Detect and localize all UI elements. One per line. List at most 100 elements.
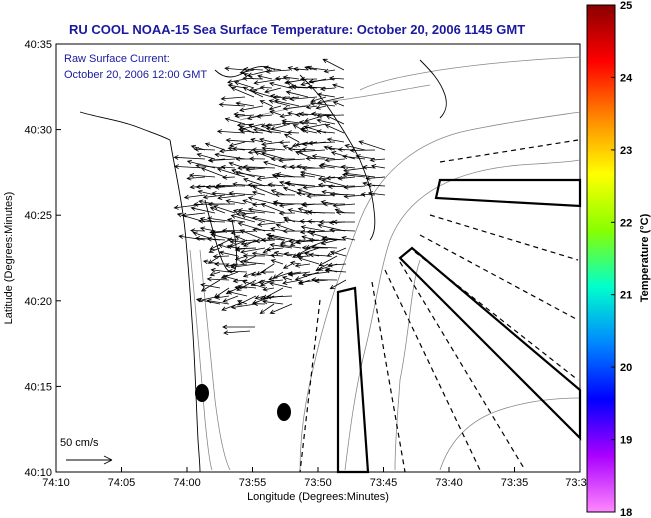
- current-vector: [220, 96, 246, 101]
- current-vector: [263, 65, 282, 71]
- current-vector: [243, 66, 264, 72]
- current-vector: [239, 105, 264, 113]
- current-vector: [242, 253, 266, 259]
- current-vector: [285, 181, 316, 187]
- current-vector: [237, 284, 257, 289]
- current-vector: [274, 76, 291, 81]
- current-vector: [365, 175, 386, 181]
- current-vector: [262, 299, 284, 305]
- current-vector: [326, 137, 345, 143]
- current-vector: [292, 124, 309, 134]
- current-vector: [195, 163, 226, 169]
- current-vector: [236, 299, 248, 305]
- current-vector: [301, 235, 316, 241]
- current-vector: [274, 192, 296, 198]
- current-vector: [315, 105, 327, 110]
- current-vector: [366, 182, 386, 188]
- current-annotation-line2: October 20, 2006 12:00 GMT: [64, 69, 207, 81]
- current-vector: [234, 246, 257, 252]
- current-vector: [316, 92, 336, 98]
- current-vector: [223, 330, 251, 336]
- current-vector: [214, 295, 230, 300]
- current-vector: [252, 127, 282, 134]
- current-vector: [306, 193, 336, 199]
- current-vector: [230, 263, 257, 270]
- current-vector: [266, 236, 284, 241]
- colorbar: 25 24 23 22 21 20 19 18 Temperature (°C): [586, 0, 651, 518]
- current-vector: [318, 219, 336, 225]
- current-vector: [228, 190, 256, 196]
- current-vector: [327, 184, 356, 190]
- current-vector: [332, 219, 356, 225]
- current-vector: [217, 194, 246, 201]
- current-vector: [268, 105, 282, 111]
- current-vector: [301, 271, 329, 278]
- current-vector: [309, 101, 336, 107]
- current-vector: [311, 277, 338, 283]
- current-vector: [209, 206, 226, 214]
- current-vector: [210, 267, 230, 273]
- current-vector: [267, 182, 286, 188]
- current-vector: [186, 175, 206, 181]
- current-vector: [183, 194, 206, 200]
- current-vector: [202, 194, 226, 200]
- current-vector: [239, 69, 255, 75]
- current-vector: [256, 113, 273, 119]
- current-vector: [306, 65, 327, 71]
- colorbar-tick: 24: [620, 72, 633, 84]
- current-vector: [324, 268, 347, 274]
- x-tick-label: 73:55: [239, 477, 267, 489]
- y-tick-label: 40:35: [24, 39, 52, 51]
- current-vector: [308, 78, 336, 84]
- current-vector: [232, 278, 248, 284]
- current-vector: [272, 201, 306, 206]
- current-vector: [216, 129, 246, 134]
- current-vector: [265, 246, 284, 252]
- current-vector: [281, 96, 300, 101]
- x-tick-label: 73:35: [501, 477, 529, 489]
- current-vector: [259, 303, 275, 314]
- current-vector: [252, 301, 266, 307]
- current-vector: [214, 152, 246, 160]
- current-vector: [317, 182, 336, 188]
- mooring-marker: [195, 384, 209, 402]
- current-vector: [190, 228, 206, 234]
- current-vector: [329, 227, 356, 233]
- current-vector: [362, 164, 376, 170]
- current-vector: [308, 237, 320, 243]
- scale-label: 50 cm/s: [60, 437, 99, 449]
- current-vector: [242, 199, 256, 205]
- current-vector: [200, 167, 226, 178]
- current-vector: [226, 217, 246, 223]
- current-vector: [240, 247, 266, 254]
- current-vector: [273, 174, 306, 179]
- current-vector: [269, 81, 291, 89]
- x-axis: 74:10 74:05 74:00 73:55 73:50 73:45 73:4…: [42, 467, 587, 503]
- current-vector: [256, 221, 286, 227]
- current-vector: [282, 75, 300, 80]
- current-vector: [226, 244, 239, 250]
- current-vector: [269, 242, 293, 249]
- current-vector: [303, 210, 336, 215]
- current-vector: [252, 215, 276, 223]
- current-vector: [270, 226, 286, 232]
- current-vector: [289, 164, 306, 170]
- current-vector: [294, 150, 316, 160]
- current-vector: [320, 162, 346, 169]
- y-tick-label: 40:25: [24, 210, 52, 222]
- y-tick-label: 40:15: [24, 381, 52, 393]
- current-vector: [232, 146, 256, 152]
- current-vector: [270, 189, 286, 196]
- current-vector: [332, 203, 356, 208]
- current-vector: [219, 148, 236, 154]
- current-vector: [274, 99, 300, 107]
- y-axis-label: Latitude (Degrees:Minutes): [3, 192, 15, 325]
- current-vector: [206, 276, 230, 282]
- current-vector: [275, 223, 296, 232]
- current-vector: [209, 271, 221, 277]
- current-vector: [289, 96, 318, 102]
- current-vector: [282, 228, 306, 234]
- current-vector: [304, 65, 318, 71]
- current-vector: [343, 184, 366, 190]
- colorbar-tick: 25: [620, 0, 632, 12]
